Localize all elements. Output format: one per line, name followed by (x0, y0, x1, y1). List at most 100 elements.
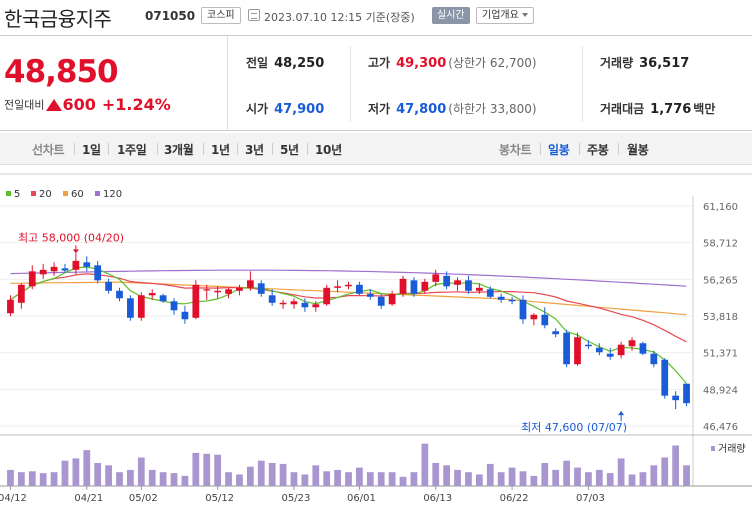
legend-label: 120 (103, 189, 122, 200)
candle-body (225, 289, 232, 294)
y-tick-label: 51,371 (703, 349, 738, 360)
candle-body (432, 274, 440, 282)
tab-divider (618, 143, 619, 155)
volume-value: 36,517 (639, 56, 690, 71)
ma120-line (10, 269, 687, 287)
tab-line-chart[interactable]: 선차트 (32, 143, 65, 157)
candle-body (72, 260, 80, 270)
candle-body (312, 304, 320, 308)
tab-period-1y[interactable]: 1년 (211, 143, 230, 157)
column-divider (350, 46, 351, 122)
volume-bar (159, 472, 167, 486)
volume-bar (574, 467, 581, 486)
volume-bar (443, 465, 451, 486)
candle-body (541, 314, 549, 326)
chart-area: 61,160 58,712 56,265 53,818 51,371 48,924 46,4… (0, 166, 752, 512)
tab-period-3y[interactable]: 3년 (245, 143, 264, 157)
tab-period-1d[interactable]: 1일 (82, 143, 101, 157)
volume-bar (39, 473, 47, 486)
volume-bar (650, 465, 658, 486)
x-tick-label: 07/03 (576, 493, 605, 504)
tab-divider (579, 143, 580, 155)
legend-swatch (63, 191, 68, 196)
y-tick-label: 53,818 (703, 312, 738, 323)
volume-label: 거래량 (600, 56, 634, 70)
company-overview-button[interactable]: 기업개요 (476, 7, 534, 24)
x-tick-label: 05/12 (205, 493, 234, 504)
volume-bar (497, 472, 505, 486)
calendar-icon (248, 9, 260, 21)
volume-bar (366, 472, 374, 486)
y-tick-label: 56,265 (703, 275, 738, 286)
company-overview-label: 기업개요 (482, 10, 519, 21)
candle-body (661, 359, 669, 396)
volume-bar (661, 457, 669, 486)
stock-code: 071050 (145, 9, 196, 23)
candle-body (116, 290, 123, 299)
volume-bar (105, 465, 112, 486)
tab-weekly-candle[interactable]: 주봉 (587, 143, 609, 157)
volume-bar (83, 450, 91, 486)
volume-bar (290, 472, 298, 486)
tab-period-10y[interactable]: 10년 (315, 143, 342, 157)
candle-body (508, 299, 516, 302)
change-row: 전일대비 600 +1.24% (4, 94, 171, 114)
header: 한국금융지주 071050 코스피 2023.07.10 12:15 기준(장중… (0, 0, 752, 32)
ma5-line (10, 266, 687, 384)
y-tick-label: 48,924 (703, 385, 738, 396)
realtime-button[interactable]: 실시간 (432, 7, 470, 24)
volume-bar (585, 472, 592, 486)
volume-bar (410, 472, 418, 486)
open-value: 47,900 (274, 102, 325, 117)
tab-monthly-candle[interactable]: 월봉 (627, 143, 649, 157)
candle-body (454, 280, 461, 285)
candle-body (279, 302, 287, 305)
up-arrow-icon (46, 98, 63, 111)
volume-bar (50, 472, 58, 486)
volume-bar (28, 471, 36, 486)
candle-body (606, 353, 614, 357)
candle-body (83, 262, 91, 267)
candle-body (356, 284, 363, 294)
candle-body (268, 295, 276, 303)
candle-body (159, 295, 167, 302)
candle-body (366, 293, 374, 297)
volume-bar (345, 472, 352, 486)
volume-bar (683, 465, 690, 486)
y-tick-label: 58,712 (703, 239, 738, 250)
high-label: 고가 (368, 56, 391, 70)
volume-bar (301, 474, 309, 486)
tab-period-3m[interactable]: 3개월 (164, 143, 194, 157)
tab-divider (272, 143, 273, 155)
tab-daily-candle[interactable]: 일봉 (548, 143, 570, 157)
open-label: 시가 (246, 102, 269, 116)
change-label: 전일대비 (4, 98, 45, 112)
volume-bar (72, 458, 80, 486)
tab-divider (540, 143, 541, 155)
tab-period-5y[interactable]: 5년 (280, 143, 299, 157)
volume-bar (127, 469, 134, 486)
candle-body (61, 268, 69, 271)
tab-divider (157, 143, 158, 155)
candle-body (323, 287, 331, 305)
candle-body (170, 301, 178, 311)
legend-label: 60 (71, 189, 84, 200)
volume-bar (628, 474, 636, 486)
candle-body (672, 395, 680, 401)
volume-bar (279, 463, 287, 486)
candle-body (388, 293, 396, 305)
candlestick-chart: 61,160 58,712 56,265 53,818 51,371 48,924 46,4… (0, 173, 752, 504)
x-tick-label: 05/02 (129, 493, 158, 504)
candle-body (257, 283, 265, 294)
candle-body (563, 332, 570, 365)
candle-body (497, 296, 505, 300)
volume-bar (454, 469, 461, 486)
volume-bar (530, 475, 538, 486)
volume-bar (246, 466, 254, 486)
volume-bar (595, 469, 603, 486)
volume-bar (475, 474, 483, 486)
tab-period-1w[interactable]: 1주일 (117, 143, 147, 157)
x-tick-label: 06/01 (347, 493, 376, 504)
candle-body (137, 295, 145, 318)
tab-candle-chart[interactable]: 봉차트 (499, 143, 532, 157)
